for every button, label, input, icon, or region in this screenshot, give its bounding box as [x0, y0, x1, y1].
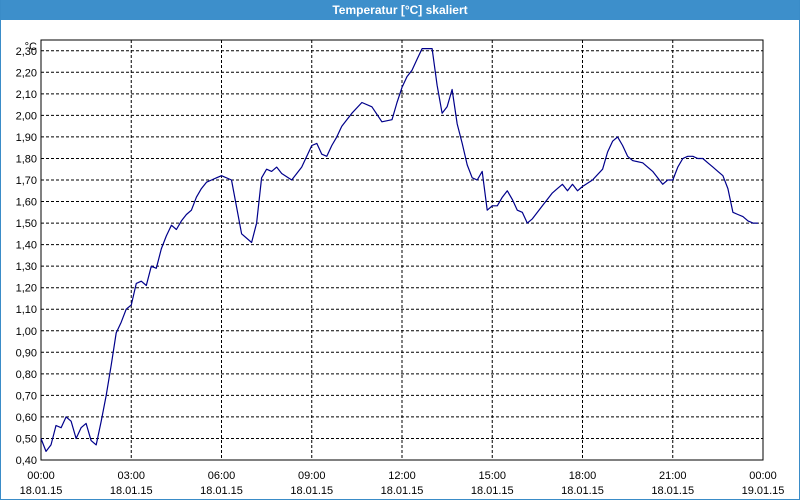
y-tick-label: 1,90: [16, 132, 37, 144]
x-tick-date: 18.01.15: [381, 485, 424, 497]
y-tick-label: 2,30: [16, 46, 37, 58]
x-tick-date: 18.01.15: [200, 485, 243, 497]
y-tick-label: 2,10: [16, 89, 37, 101]
y-tick-label: 1,00: [16, 326, 37, 338]
y-tick-label: 1,50: [16, 218, 37, 230]
x-tick-time: 15:00: [478, 470, 506, 482]
y-tick-label: 2,00: [16, 110, 37, 122]
y-tick-label: 1,70: [16, 175, 37, 187]
y-tick-label: 0,70: [16, 390, 37, 402]
x-tick-date: 18.01.15: [561, 485, 604, 497]
temperature-series-line: [40, 47, 758, 452]
x-tick-time: 21:00: [659, 470, 687, 482]
y-tick-label: 0,40: [16, 455, 37, 467]
x-tick-time: 06:00: [208, 470, 236, 482]
y-tick-label: 0,80: [16, 369, 37, 381]
x-tick-time: 00:00: [27, 470, 55, 482]
y-tick-label: 0,90: [16, 347, 37, 359]
x-tick-date: 18.01.15: [471, 485, 514, 497]
y-tick-label: 0,60: [16, 412, 37, 424]
y-tick-label: 1,30: [16, 261, 37, 273]
x-tick-time: 00:00: [749, 470, 777, 482]
y-tick-label: 1,20: [16, 283, 37, 295]
y-axis-unit: °C: [25, 41, 37, 53]
y-tick-label: 0,50: [16, 433, 37, 445]
x-tick-time: 12:00: [388, 470, 416, 482]
x-tick-date: 18.01.15: [290, 485, 333, 497]
x-tick-time: 03:00: [117, 470, 145, 482]
x-tick-time: 09:00: [298, 470, 326, 482]
x-tick-time: 18:00: [569, 470, 597, 482]
x-tick-date: 18.01.15: [20, 485, 63, 497]
y-tick-label: 1,10: [16, 304, 37, 316]
y-tick-label: 1,60: [16, 197, 37, 209]
x-tick-date: 18.01.15: [651, 485, 694, 497]
y-tick-label: 1,40: [16, 240, 37, 252]
x-tick-date: 19.01.15: [742, 485, 785, 497]
window-title: Temperatur [°C] skaliert: [1, 0, 799, 20]
y-tick-label: 1,80: [16, 153, 37, 165]
y-tick-label: 2,20: [16, 67, 37, 79]
x-tick-date: 18.01.15: [110, 485, 153, 497]
